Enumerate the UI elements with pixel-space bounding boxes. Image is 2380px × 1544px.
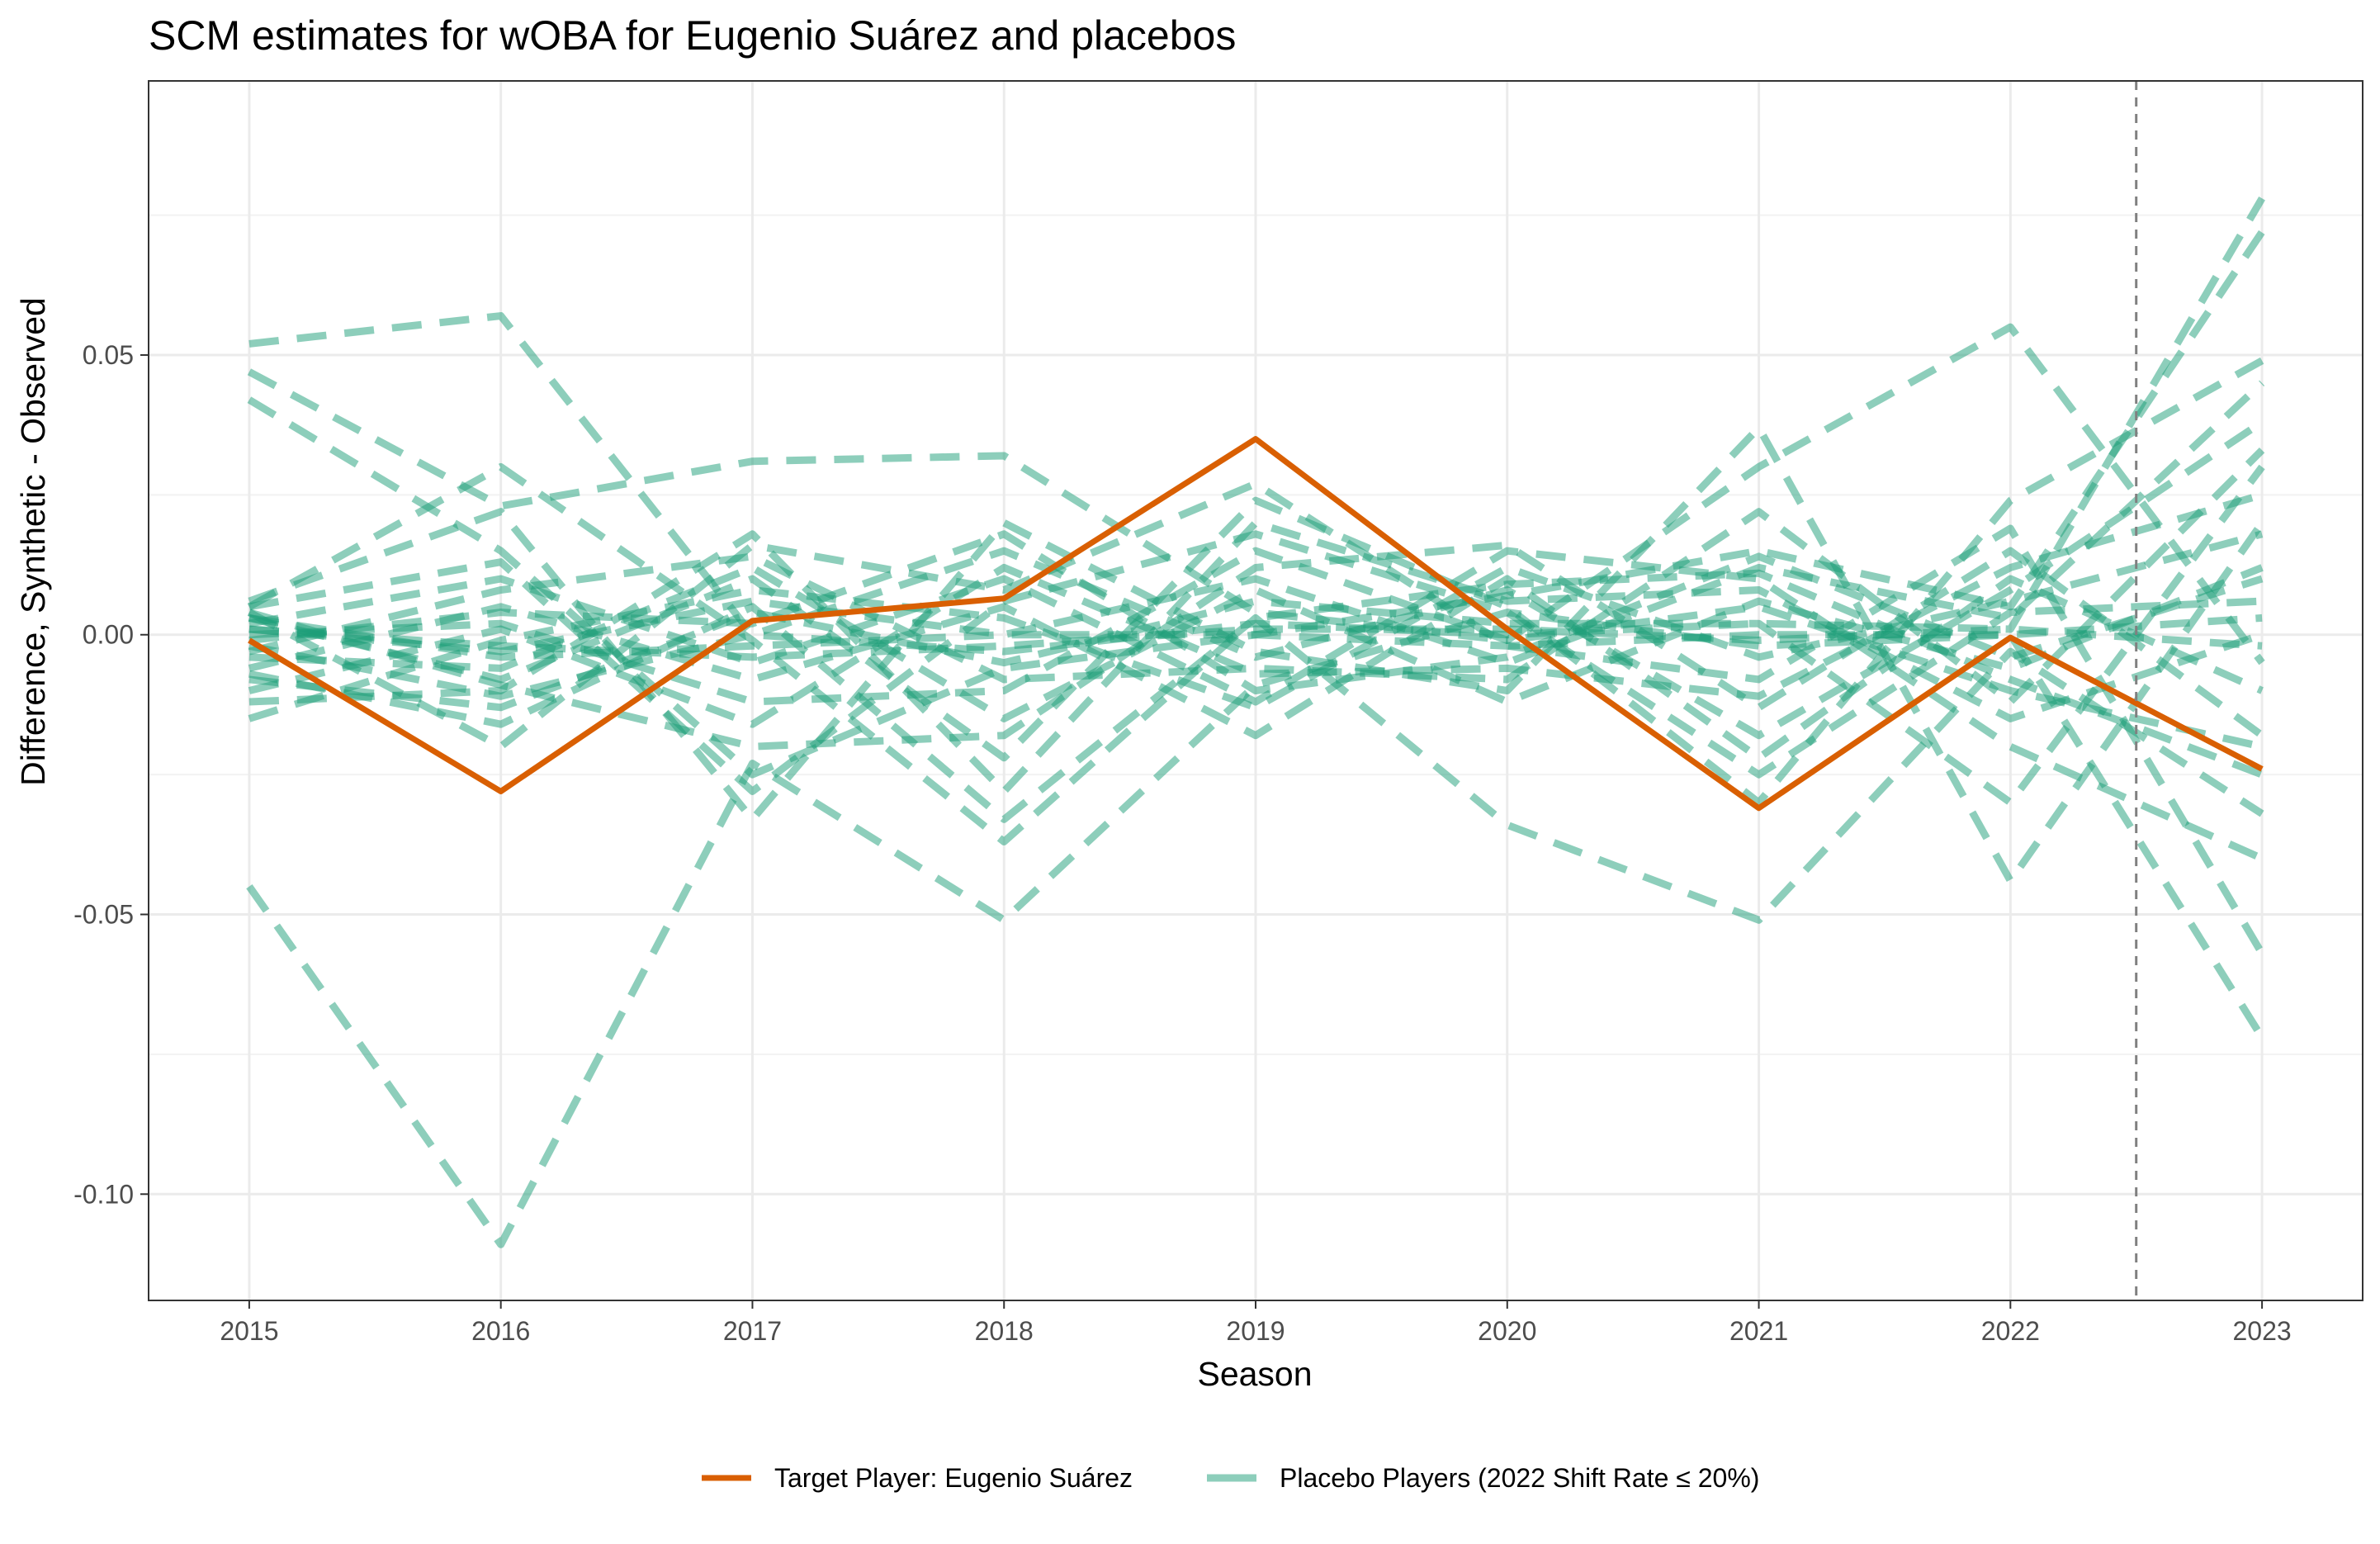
x-tick-label: 2023: [2232, 1316, 2291, 1346]
y-tick-label: 0.00: [83, 620, 134, 650]
y-tick-label: -0.05: [73, 900, 134, 930]
placebo-line: [248, 575, 2264, 762]
placebo-line: [248, 447, 2265, 706]
target-line-group: [248, 436, 2264, 812]
placebo-line: [248, 547, 2264, 862]
y-tick-label: 0.05: [83, 340, 134, 370]
legend-label-target: Target Player: Eugenio Suárez: [774, 1463, 1133, 1493]
chart-title: SCM estimates for wOBA for Eugenio Suáre…: [149, 12, 1236, 59]
target-line: [248, 436, 2264, 812]
y-axis-title: Difference, Synthetic - Observed: [14, 297, 52, 786]
placebo-line: [248, 519, 2264, 795]
x-axis: 2015 2016 2017 2018 2019 2020 2021 2022 2023: [220, 1300, 2292, 1346]
x-tick-label: 2016: [471, 1316, 530, 1346]
x-tick-label: 2015: [220, 1316, 278, 1346]
placebo-line: [248, 491, 2264, 728]
placebo-line: [247, 462, 2264, 924]
legend-label-placebo: Placebo Players (2022 Shift Rate ≤ 20%): [1280, 1463, 1759, 1493]
placebo-line: [248, 625, 2263, 661]
x-tick-label: 2019: [1226, 1316, 1285, 1346]
placebo-line: [247, 323, 2265, 665]
placebo-line: [248, 530, 2263, 795]
placebo-line: [248, 530, 2264, 722]
placebo-line: [248, 530, 2264, 694]
x-tick-label: 2017: [723, 1316, 782, 1346]
legend: Target Player: Eugenio Suárez Placebo Pla…: [702, 1463, 1759, 1493]
y-tick-label: -0.10: [73, 1179, 134, 1209]
x-tick-label: 2021: [1729, 1316, 1788, 1346]
placebo-lines: [246, 197, 2265, 1248]
x-tick-label: 2018: [975, 1316, 1034, 1346]
y-axis: 0.05 0.00 -0.05 -0.10: [73, 340, 149, 1209]
x-axis-title: Season: [1197, 1355, 1312, 1393]
x-tick-label: 2022: [1981, 1316, 2040, 1346]
placebo-line: [248, 541, 2264, 751]
placebo-line: [248, 464, 2265, 807]
placebo-line: [248, 569, 2264, 823]
x-tick-label: 2020: [1478, 1316, 1536, 1346]
